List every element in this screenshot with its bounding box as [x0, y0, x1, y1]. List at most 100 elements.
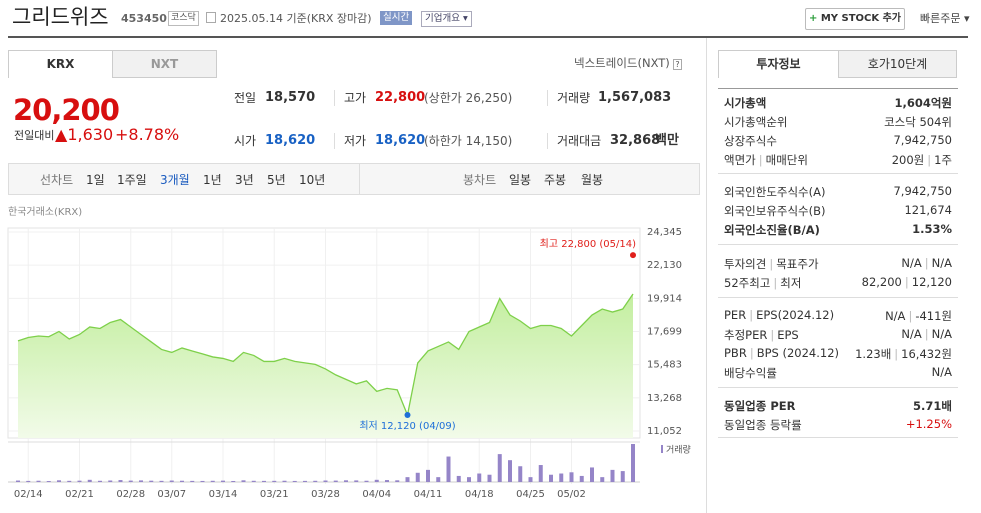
market-badge: 코스닥	[168, 11, 199, 26]
separator: |	[894, 347, 899, 361]
date-basis: 기준(KRX 장마감)	[286, 12, 372, 25]
volume-bar	[26, 480, 31, 482]
y-tick-label: 22,130	[647, 260, 682, 271]
candle-button[interactable]: 주봉	[544, 173, 567, 187]
volume-bar	[303, 480, 307, 482]
info-label: 동일업종 등락률	[724, 417, 802, 433]
header-rule	[8, 36, 968, 38]
date: 2025.05.14 기준(KRX 장마감)	[220, 13, 372, 24]
period-button[interactable]: 1주일	[117, 173, 147, 187]
period-button[interactable]: 5년	[267, 173, 286, 187]
price-line	[17, 293, 634, 418]
info-label-text: 외국인보유주식수(B)	[724, 204, 826, 218]
volume-bar	[272, 480, 277, 482]
info-row: 동일업종 PER 5.71배	[724, 398, 952, 414]
mystock-button[interactable]: + MY STOCK 추가	[805, 8, 905, 30]
quote-value: 1,567,083	[598, 90, 672, 105]
y-tick-label: 15,483	[647, 360, 682, 371]
y-tick-label: 11,052	[647, 426, 682, 437]
volume-bar	[210, 480, 215, 482]
volume-bar	[446, 456, 451, 482]
info-value-text: -411원	[915, 309, 952, 323]
volume-legend-swatch	[661, 445, 663, 453]
info-value: 코스닥 504위	[884, 114, 952, 130]
x-tick-label: 02/21	[65, 489, 94, 500]
overview-button[interactable]: 기업개요 ▾	[421, 11, 472, 27]
low-marker	[404, 412, 411, 419]
quote-unit: 백만	[655, 133, 679, 148]
volume-bar	[149, 480, 154, 482]
info-label-text: 외국인소진율(B/A)	[724, 223, 820, 237]
price-chart: 한국거래소(KRX) 24,345 22,130 19,914 17,699 15,483…	[7, 206, 691, 500]
candle-button[interactable]: 일봉	[509, 173, 532, 187]
info-label: 배당수익률	[724, 365, 777, 381]
info-tab[interactable]: 투자정보	[718, 50, 839, 78]
low-label: 최저 12,120 (04/09)	[359, 420, 455, 432]
period-button[interactable]: 1일	[86, 173, 105, 187]
info-label: 상장주식수	[724, 133, 777, 149]
help-icon: ?	[673, 59, 682, 70]
separator: |	[924, 256, 929, 270]
volume-bar	[436, 477, 441, 482]
info-label-text: EPS(2024.12)	[756, 308, 835, 322]
info-value: N/A | -411원	[885, 308, 952, 324]
info-label: 동일업종 PER	[724, 398, 795, 414]
volume-bar	[569, 472, 574, 482]
y-tick-label: 13,268	[647, 393, 682, 404]
line-chart-label: 선차트	[40, 173, 74, 187]
info-label: 액면가 | 매매단위	[724, 152, 808, 168]
volume-bar	[262, 480, 266, 482]
quick-order[interactable]: 빠른주문 ▾	[920, 12, 970, 25]
info-label: PER | EPS(2024.12)	[724, 308, 834, 322]
nxt-link[interactable]: 넥스트레이드(NXT) ?	[574, 56, 682, 70]
period-button[interactable]: 1년	[203, 173, 222, 187]
tab-krx[interactable]: KRX	[8, 50, 113, 78]
volume-bar	[231, 480, 236, 482]
info-tab[interactable]: 호가10단계	[838, 50, 957, 78]
period-button[interactable]: 10년	[299, 173, 326, 187]
x-tick-label: 03/14	[209, 489, 238, 500]
info-label: 외국인한도주식수(A)	[724, 184, 825, 200]
x-tick-label: 04/18	[465, 489, 494, 500]
volume-bar	[600, 477, 605, 482]
x-tick-label: 04/25	[516, 489, 545, 500]
info-value-text: 121,674	[904, 203, 952, 217]
info-row: 52주최고 | 최저 82,200 | 12,120	[724, 275, 952, 291]
volume-bar	[426, 469, 430, 482]
candle-button[interactable]: 월봉	[581, 173, 604, 187]
x-tick-label: 02/28	[116, 489, 145, 500]
info-label: 추정PER | EPS	[724, 327, 799, 343]
info-label-text: EPS	[777, 328, 799, 342]
info-value-text: +1.25%	[905, 417, 952, 431]
info-label: 시가총액	[724, 95, 766, 111]
info-label-text: PBR	[724, 346, 747, 360]
area	[18, 294, 633, 438]
mystock-text: MY STOCK 추가	[820, 13, 902, 24]
volume-bar	[364, 480, 369, 482]
info-rule	[718, 297, 958, 298]
volume-bar	[180, 480, 184, 482]
x-tick-label: 04/11	[414, 489, 443, 500]
period-button[interactable]: 3년	[235, 173, 254, 187]
info-label: PBR | BPS (2024.12)	[724, 346, 839, 360]
quick-order-text: 빠른주문	[920, 12, 961, 25]
volume-bar	[36, 480, 41, 482]
info-row: 추정PER | EPS N/A | N/A	[724, 327, 952, 343]
y-tick-label: 24,345	[647, 227, 682, 238]
info-row: 시가총액 1,604억원	[724, 95, 952, 111]
x-tick-label: 03/21	[260, 489, 289, 500]
info-value-text: 1.23배	[855, 347, 892, 361]
divider	[547, 133, 548, 149]
volume-bar	[374, 479, 379, 482]
period-button[interactable]: 3개월	[160, 173, 190, 187]
info-value-text: 7,942,750	[893, 133, 952, 147]
quote-label: 거래량	[557, 91, 591, 105]
nxt-link-text: 넥스트레이드(NXT)	[574, 56, 670, 70]
info-value-text: 코스닥 504위	[884, 115, 952, 129]
volume-bar	[57, 480, 61, 482]
info-value: N/A	[932, 365, 952, 379]
info-label-text: 최저	[780, 276, 802, 290]
x-tick-label: 05/02	[557, 489, 586, 500]
tab-nxt[interactable]: NXT	[112, 50, 217, 78]
